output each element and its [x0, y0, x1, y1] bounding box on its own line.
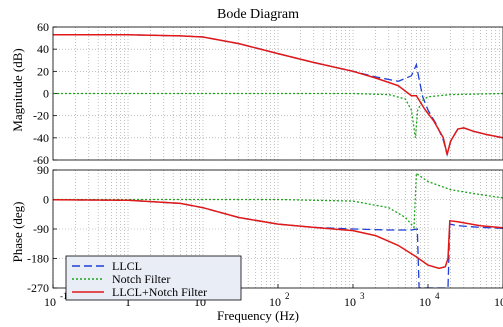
phase-y-tick-label: -180 [27, 252, 49, 266]
legend-label: LLCL [112, 259, 142, 273]
x-tick-label: 10 [44, 295, 56, 309]
x-axis-label: Frequency (Hz) [217, 308, 299, 323]
mag-y-tick-label: 20 [37, 64, 49, 78]
mag-y-tick-label: 60 [37, 20, 49, 34]
x-tick-label: 10 [419, 295, 431, 309]
x-tick-exponent: 2 [285, 291, 290, 301]
magnitude-y-axis-label: Magnitude (dB) [10, 48, 25, 131]
magnitude-panel: -60 -40 -20 0 20 40 60 [33, 20, 503, 167]
x-tick-label: 10 [494, 295, 503, 309]
phase-y-tick-label: -270 [27, 281, 49, 295]
mag-y-tick-label: -20 [33, 109, 49, 123]
x-tick-exponent: -1 [60, 291, 68, 301]
mag-y-tick-label: 0 [43, 87, 49, 101]
phase-y-axis-label: Phase (deg) [10, 201, 25, 262]
mag-y-tick-label: -40 [33, 131, 49, 145]
mag-frame [52, 26, 503, 161]
x-tick-label: 1 [125, 295, 131, 309]
x-tick-exponent: 3 [360, 291, 365, 301]
mag-series [53, 34, 503, 158]
mag-y-tick-label: -60 [33, 153, 49, 167]
chart-title: Bode Diagram [217, 7, 299, 22]
phase-line-llcl-notch-filter [53, 199, 503, 270]
x-tick-label: 10 [269, 295, 281, 309]
phase-y-tick-label: 90 [37, 163, 49, 177]
mag-y-tick-label: 40 [37, 42, 49, 56]
legend-label: LLCL+Notch Filter [112, 285, 207, 299]
mag-line-llcl-notch-filter [53, 34, 503, 155]
x-tick-label: 10 [344, 295, 356, 309]
x-tick-exponent: 4 [435, 291, 440, 301]
legend-label: Notch Filter [112, 272, 170, 286]
phase-y-tick-label: -90 [33, 222, 49, 236]
phase-series [53, 172, 503, 288]
phase-y-tick-label: 0 [43, 193, 49, 207]
